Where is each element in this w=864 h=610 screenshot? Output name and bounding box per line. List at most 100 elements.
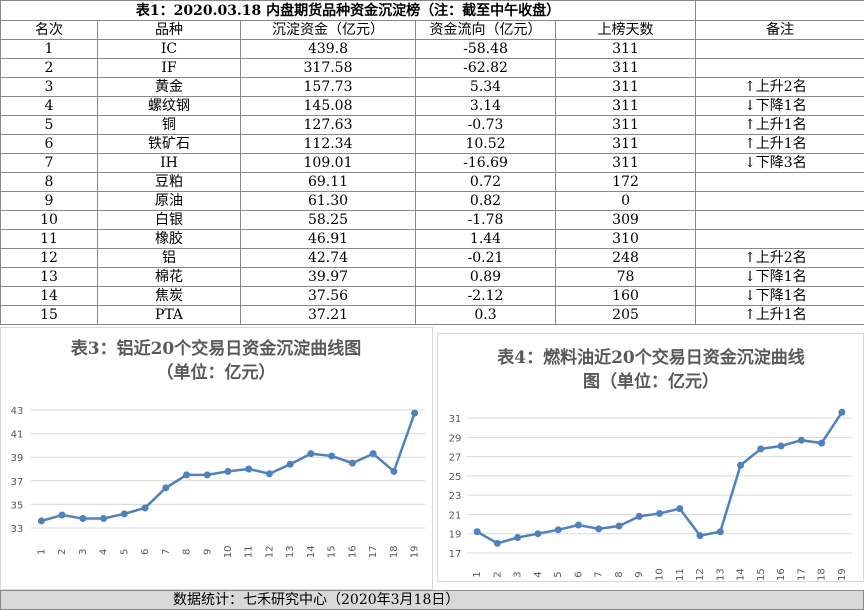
data-point bbox=[59, 512, 66, 519]
ranking-table: 表1：2020.03.18 内盘期货品种资金沉淀榜（注：截至中午收盘）名次品种沉… bbox=[0, 0, 864, 325]
x-tick-label: 18 bbox=[817, 568, 828, 581]
y-tick-label: 35 bbox=[11, 500, 24, 511]
data-point bbox=[615, 522, 622, 529]
table-cell: -62.82 bbox=[416, 59, 556, 78]
footer: 数据统计：七禾研究中心（2020年3月18日） bbox=[0, 590, 864, 610]
data-point bbox=[838, 409, 845, 416]
data-point bbox=[474, 528, 481, 535]
table-cell: 6 bbox=[1, 135, 98, 154]
x-tick-label: 4 bbox=[99, 549, 110, 555]
table-cell: 311 bbox=[556, 40, 696, 59]
header-cell: 名次 bbox=[1, 21, 98, 40]
x-tick-label: 13 bbox=[715, 568, 726, 581]
table-cell: 1.44 bbox=[416, 230, 556, 249]
y-tick-label: 43 bbox=[11, 406, 24, 417]
table-cell: 37.56 bbox=[241, 287, 416, 306]
x-tick-label: 8 bbox=[182, 549, 193, 555]
table-cell: 309 bbox=[556, 211, 696, 230]
table-cell: 205 bbox=[556, 306, 696, 325]
table-cell: 黄金 bbox=[98, 78, 241, 97]
x-tick-label: 7 bbox=[161, 549, 172, 555]
table-row: 名次品种沉淀资金（亿元）资金流向（亿元）上榜天数备注 bbox=[1, 21, 864, 40]
table-cell: 311 bbox=[556, 78, 696, 97]
table-cell: 310 bbox=[556, 230, 696, 249]
y-tick-label: 41 bbox=[11, 430, 24, 441]
x-tick-label: 3 bbox=[78, 549, 89, 555]
x-tick-label: 19 bbox=[410, 545, 421, 558]
empty-cell bbox=[696, 230, 864, 249]
table-cell: 铜 bbox=[98, 116, 241, 135]
table-cell: 37.21 bbox=[241, 306, 416, 325]
data-point bbox=[697, 532, 704, 539]
x-tick-label: 6 bbox=[573, 571, 584, 577]
x-tick-label: 12 bbox=[695, 568, 706, 581]
data-point bbox=[183, 471, 190, 478]
x-tick-label: 11 bbox=[244, 545, 255, 558]
x-tick-label: 7 bbox=[594, 571, 605, 577]
table-cell: 2 bbox=[1, 59, 98, 78]
x-tick-label: 1 bbox=[36, 549, 47, 555]
table-cell: IH bbox=[98, 154, 241, 173]
x-tick-label: 5 bbox=[119, 549, 130, 555]
table-cell: 42.74 bbox=[241, 249, 416, 268]
x-tick-label: 17 bbox=[368, 545, 379, 558]
data-point bbox=[514, 534, 521, 541]
table-cell: 439.8 bbox=[241, 40, 416, 59]
header-cell: 品种 bbox=[98, 21, 241, 40]
table-cell: 311 bbox=[556, 59, 696, 78]
table-cell: -58.48 bbox=[416, 40, 556, 59]
x-tick-label: 13 bbox=[285, 545, 296, 558]
table-cell: 橡胶 bbox=[98, 230, 241, 249]
table-cell: 原油 bbox=[98, 192, 241, 211]
table-cell: 4 bbox=[1, 97, 98, 116]
table-cell: 豆粕 bbox=[98, 173, 241, 192]
data-point bbox=[328, 453, 335, 460]
table-cell: 157.73 bbox=[241, 78, 416, 97]
data-point bbox=[162, 484, 169, 491]
table-cell: PTA bbox=[98, 306, 241, 325]
x-tick-label: 1 bbox=[472, 571, 483, 577]
data-point bbox=[307, 450, 314, 457]
table-cell: 160 bbox=[556, 287, 696, 306]
data-point bbox=[798, 437, 805, 444]
table-row: 表1：2020.03.18 内盘期货品种资金沉淀榜（注：截至中午收盘） bbox=[1, 1, 864, 21]
x-tick-label: 5 bbox=[553, 571, 564, 577]
empty-cell bbox=[696, 192, 864, 211]
data-point bbox=[370, 450, 377, 457]
header-cell: 资金流向（亿元） bbox=[416, 21, 556, 40]
data-point bbox=[636, 513, 643, 520]
table-cell: 0.82 bbox=[416, 192, 556, 211]
y-tick-label: 31 bbox=[449, 414, 462, 425]
data-point bbox=[38, 517, 45, 524]
table-cell: 8 bbox=[1, 173, 98, 192]
x-tick-label: 10 bbox=[223, 545, 234, 558]
table-cell: 311 bbox=[556, 116, 696, 135]
table-cell: 109.01 bbox=[241, 154, 416, 173]
table-cell: 69.11 bbox=[241, 173, 416, 192]
footer-text: 数据统计：七禾研究中心（2020年3月18日） bbox=[173, 591, 459, 609]
data-point bbox=[411, 410, 418, 417]
table-cell: 13 bbox=[1, 268, 98, 287]
remark-cell: ↑上升1名 bbox=[696, 306, 864, 325]
data-point bbox=[717, 528, 724, 535]
x-tick-label: 9 bbox=[634, 571, 645, 577]
x-tick-label: 15 bbox=[327, 545, 338, 558]
table-cell: 5 bbox=[1, 116, 98, 135]
data-line bbox=[477, 412, 842, 543]
remark-cell: ↑上升1名 bbox=[696, 116, 864, 135]
data-point bbox=[656, 510, 663, 517]
table-cell: -2.12 bbox=[416, 287, 556, 306]
remark-cell: ↓下降1名 bbox=[696, 97, 864, 116]
empty-cell bbox=[696, 211, 864, 230]
table-cell: 铁矿石 bbox=[98, 135, 241, 154]
data-point bbox=[757, 445, 764, 452]
